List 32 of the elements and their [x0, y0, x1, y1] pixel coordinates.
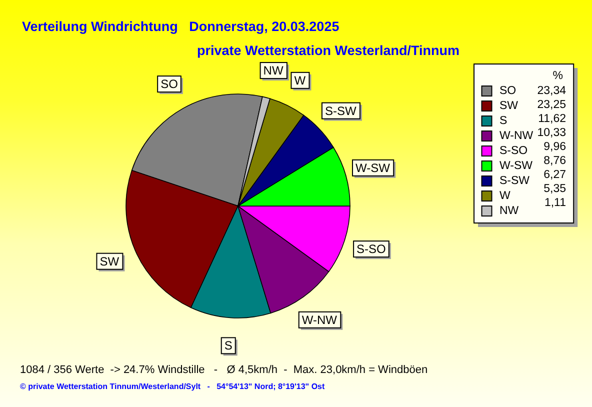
legend-label: W-SW [500, 160, 533, 172]
data-label: 1,11 [544, 197, 566, 209]
data-label: 8,76 [544, 155, 566, 167]
data-label: 5,35 [544, 183, 566, 195]
legend-label: SO [500, 85, 516, 97]
legend-label: W-NW [500, 130, 534, 142]
data-label: 23,25 [537, 99, 566, 111]
legend-label: S-SW [500, 175, 530, 187]
chart-title: Verteilung Windrichtung Donnerstag, 20.03.2025 [22, 19, 340, 34]
legend-label: W [500, 190, 510, 202]
legend-label: NW [500, 205, 519, 217]
legend-title: % [552, 70, 563, 82]
slice-label: SO [160, 77, 178, 92]
slice-label: SW [100, 254, 120, 268]
slice-label: NW [263, 64, 284, 78]
data-label: 23,34 [537, 85, 567, 97]
chart-subtitle: private Wetterstation Westerland/Tinnum [197, 43, 460, 58]
legend-label: S [500, 115, 508, 127]
slice-label: S-SW [324, 104, 357, 118]
slice-label: S [224, 338, 232, 353]
data-label: 9,96 [544, 141, 566, 153]
data-label: 10,33 [537, 127, 566, 139]
text: © private Wetterstation Tinnum/Westerland/Sylt - 54°54'13" Nord; 8°19'13" Ost [20, 382, 325, 391]
slice-label: W-SW [355, 160, 391, 175]
text: 1084 / 356 Werte -> 24.7% Windstille - Ø 4,5km/h - Max. 23,0km/h = Windböen [20, 364, 428, 376]
data-label: 6,27 [544, 169, 566, 181]
legend-label: S-SO [500, 145, 528, 157]
data-label: 11,62 [538, 113, 566, 125]
legend-label: SW [500, 100, 518, 112]
slice-label: S-SO [356, 242, 386, 256]
slice-label: W [294, 73, 306, 88]
slice-label: W-NW [302, 312, 338, 327]
